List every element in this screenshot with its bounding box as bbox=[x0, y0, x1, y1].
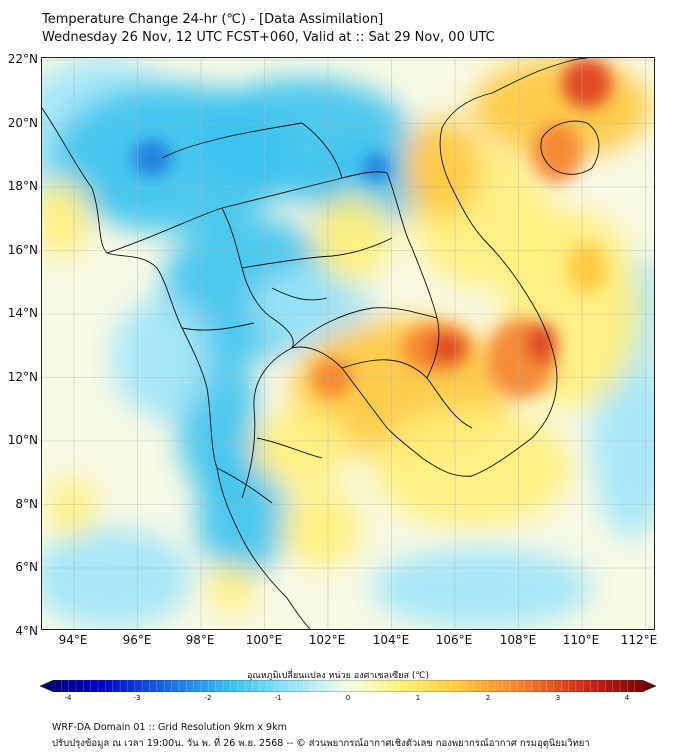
lon-label-98e: 98°E bbox=[185, 633, 215, 647]
lat-label-22n: 22°N bbox=[7, 52, 38, 66]
lon-label-94e: 94°E bbox=[58, 633, 88, 647]
colorbar-gradient bbox=[40, 680, 656, 692]
title-line-1: Temperature Change 24-hr (℃) - [Data Ass… bbox=[42, 12, 384, 27]
lon-label-112e: 112°E bbox=[620, 633, 658, 647]
lat-label-20n: 20°N bbox=[7, 116, 38, 130]
colorbar-tick: 3 bbox=[555, 694, 561, 702]
colorbar-tick: 0 bbox=[345, 694, 351, 702]
hot-spots bbox=[132, 58, 612, 398]
footer-update-info: ปรับปรุงข้อมูล ณ เวลา 19:00น. วัน พ. ที่… bbox=[52, 738, 590, 749]
coastlines-and-borders bbox=[42, 58, 600, 629]
lat-label-16n: 16°N bbox=[7, 243, 38, 257]
lat-label-14n: 14°N bbox=[7, 306, 38, 320]
lat-label-18n: 18°N bbox=[7, 179, 38, 193]
colorbar-tick: -4 bbox=[64, 694, 72, 702]
map-title: Temperature Change 24-hr (℃) - [Data Ass… bbox=[42, 11, 495, 47]
lon-label-96e: 96°E bbox=[122, 633, 152, 647]
lon-label-102e: 102°E bbox=[308, 633, 346, 647]
colorbar-tick: 2 bbox=[485, 694, 491, 702]
colorbar-title: อุณหภูมิเปลี่ยนแปลง หน่วย องศาเซลเซียส (… bbox=[246, 671, 430, 681]
lon-label-100e: 100°E bbox=[245, 633, 283, 647]
lon-label-110e: 110°E bbox=[562, 633, 600, 647]
lat-label-10n: 10°N bbox=[7, 433, 38, 447]
map-canvas bbox=[42, 58, 654, 629]
colorbar-tick: -2 bbox=[204, 694, 212, 702]
title-line-2: Wednesday 26 Nov, 12 UTC FCST+060, Valid… bbox=[42, 30, 495, 45]
colorbar-tick: 4 bbox=[624, 694, 630, 702]
lon-label-104e: 104°E bbox=[372, 633, 410, 647]
lon-label-106e: 106°E bbox=[435, 633, 473, 647]
colorbar-tick: -3 bbox=[133, 694, 141, 702]
lat-label-12n: 12°N bbox=[7, 370, 38, 384]
graticule bbox=[42, 58, 654, 629]
lat-label-4n: 4°N bbox=[15, 624, 38, 638]
lat-label-6n: 6°N bbox=[15, 560, 38, 574]
lon-label-108e: 108°E bbox=[499, 633, 537, 647]
colorbar-tick: -1 bbox=[274, 694, 282, 702]
colorbar bbox=[40, 680, 656, 692]
lat-label-8n: 8°N bbox=[15, 497, 38, 511]
footer-model-info: WRF-DA Domain 01 :: Grid Resolution 9km … bbox=[52, 722, 287, 733]
colorbar-tick: 1 bbox=[415, 694, 421, 702]
temperature-change-map[interactable] bbox=[41, 57, 655, 630]
